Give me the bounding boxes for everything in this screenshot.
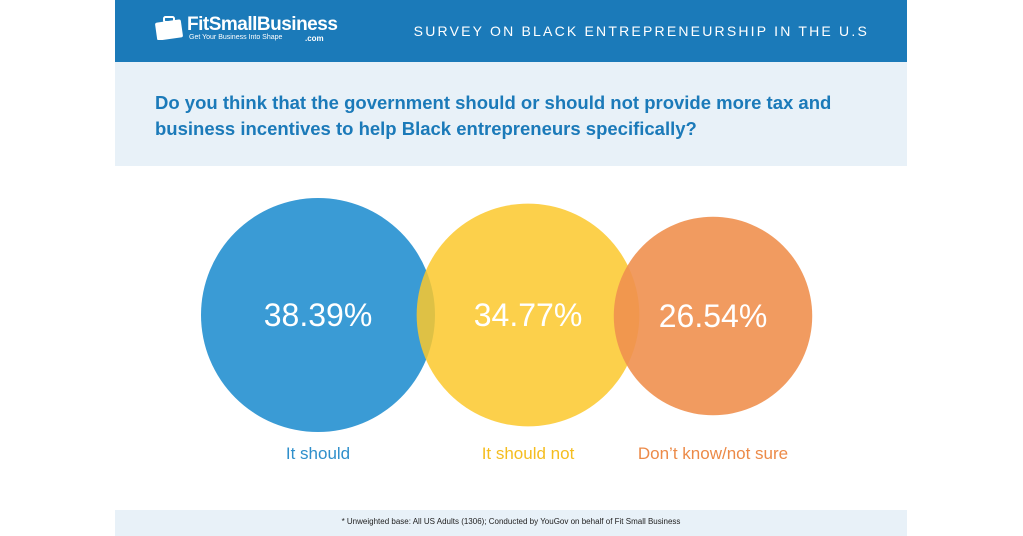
value-label: 26.54% [659,298,768,334]
footnote: * Unweighted base: All US Adults (1306);… [115,510,907,536]
briefcase-icon [155,16,183,40]
category-label: It should not [482,444,575,463]
question-band: Do you think that the government should … [115,62,907,166]
bubble-2 [613,216,813,416]
question-text: Do you think that the government should … [155,92,832,139]
logo-name: FitSmallBusiness [187,14,338,35]
logo-tagline: Get Your Business Into Shape [189,34,283,41]
category-label: Don’t know/not sure [638,444,788,463]
bubble-1 [416,203,640,427]
survey-title: SURVEY ON BLACK ENTREPRENEURSHIP IN THE … [413,23,869,39]
value-label: 38.39% [264,297,373,333]
category-label: It should [286,444,350,463]
logo-suffix: .com [305,34,324,43]
bubble-chart: 38.39% It should 34.77% It should not 26.54%… [201,198,813,463]
infographic: FitSmallBusiness Get Your Business Into … [115,0,907,536]
header-bar: FitSmallBusiness Get Your Business Into … [115,0,907,62]
bubble-0 [201,198,435,432]
value-label: 34.77% [474,297,583,333]
